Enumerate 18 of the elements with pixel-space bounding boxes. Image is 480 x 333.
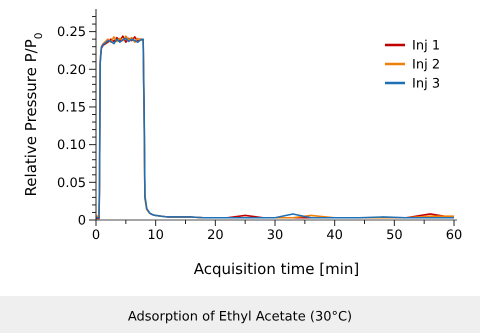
x-tick-label: 30 [266,228,284,243]
y-tick-label: 0.15 [57,100,86,116]
text: Adsorption of Ethyl Acetate (30°C) [128,310,352,325]
y-tick-label: 0 [78,214,86,229]
x-tick-label: 10 [147,228,164,243]
x-tick-label: 40 [326,228,343,243]
y-tick-label: 0.20 [57,62,86,78]
y-tick-label: 0.10 [57,138,86,154]
x-tick-label: 0 [92,228,100,243]
x-tick-label: 50 [386,228,403,243]
y-tick-label: 0.05 [57,176,86,191]
y-tick-label: 0.25 [57,25,86,40]
legend-label: Inj 3 [412,76,440,92]
x-axis-title: Acquisition time [min] [194,260,360,278]
legend-label: Inj 1 [412,38,440,54]
x-tick-label: 20 [207,228,224,243]
legend-label: Inj 2 [412,58,440,73]
x-tick-label: 60 [446,228,462,243]
